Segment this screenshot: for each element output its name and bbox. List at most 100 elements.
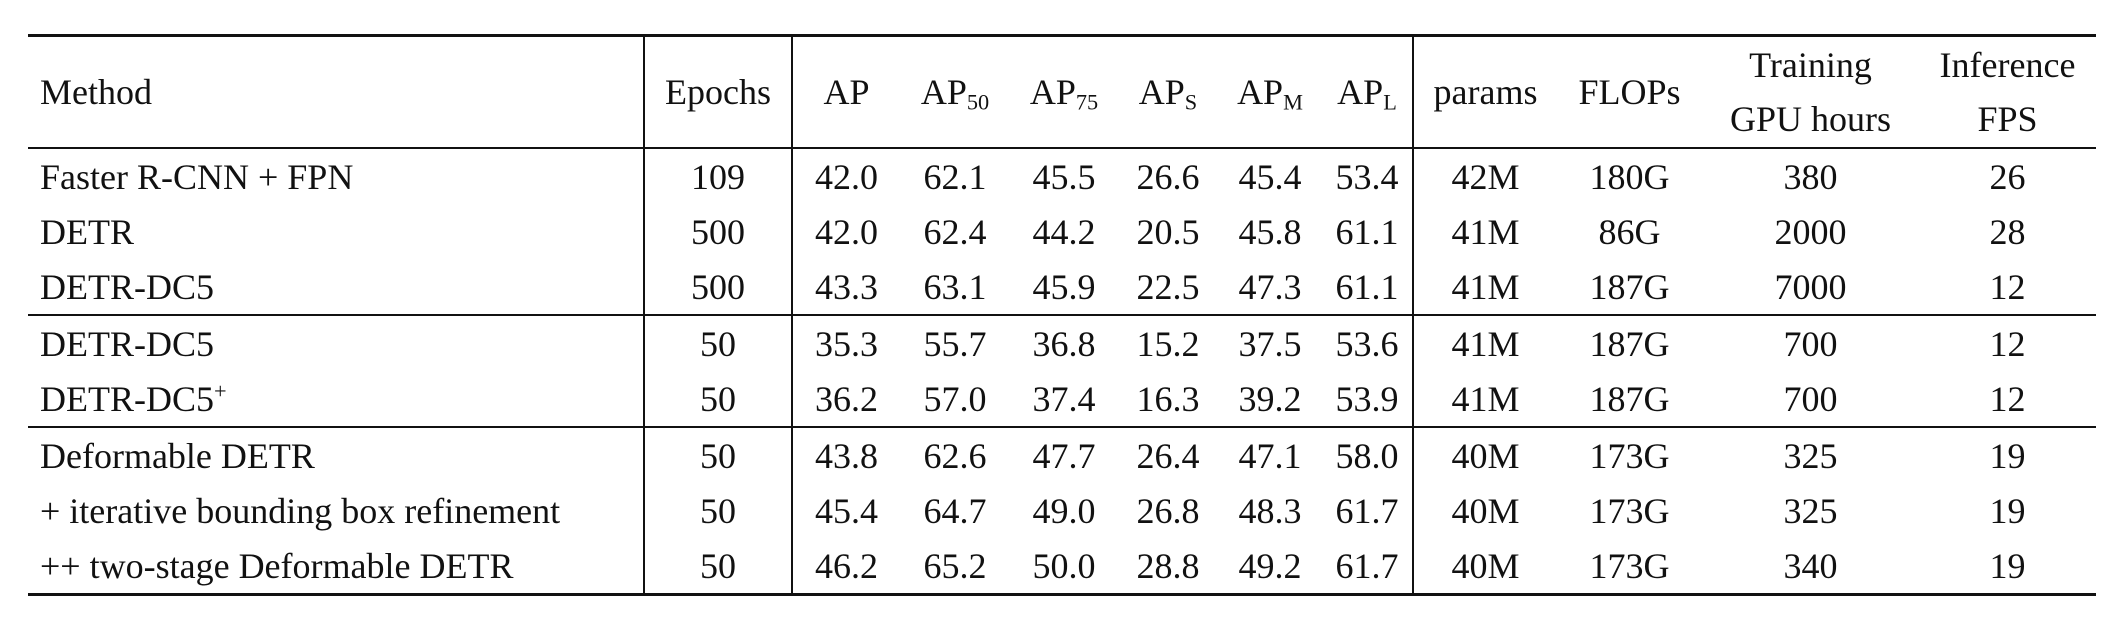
cell-ap50: 64.7 — [923, 490, 987, 531]
table-row: Faster R-CNN + FPN 109 42.0 62.1 45.5 26.6 45.… — [28, 148, 2096, 204]
cell-ap50: 62.4 — [923, 211, 987, 252]
cell-flops: 187G — [1589, 378, 1670, 419]
header-training-line1: Training — [1749, 45, 1872, 85]
cell-ap75: 36.8 — [1010, 314, 1118, 371]
results-table-container: Method Epochs AP AP50 AP75 APS APM APL p… — [28, 34, 2096, 596]
cell-epochs: 50 — [644, 371, 793, 427]
header-ap50: AP50 — [900, 36, 1010, 149]
cell-apm: 48.3 — [1238, 490, 1302, 531]
cell-ap75: 47.7 — [1010, 426, 1118, 483]
cell-flops: 173G — [1557, 426, 1702, 483]
table-row: + iterative bounding box refinement 50 45.… — [28, 483, 2096, 538]
header-aps: APS — [1118, 36, 1218, 149]
cell-ap75: 45.5 — [1032, 156, 1096, 197]
cell-fps: 26 — [1989, 156, 2026, 197]
cell-flops: 173G — [1589, 545, 1670, 586]
cell-ap75: 50.0 — [1032, 545, 1096, 586]
cell-aps: 20.5 — [1136, 211, 1200, 252]
cell-ap75: 44.2 — [1032, 211, 1096, 252]
cell-flops: 180G — [1589, 156, 1670, 197]
cell-flops: 187G — [1589, 266, 1670, 307]
method-superscript: + — [214, 378, 227, 404]
method-name: Faster R-CNN + FPN — [40, 156, 354, 197]
method-name: DETR-DC5 — [40, 266, 214, 307]
cell-gpu-hours: 340 — [1783, 545, 1838, 586]
cell-apl: 61.7 — [1322, 538, 1414, 595]
cell-ap50: 65.2 — [923, 545, 987, 586]
table-row: ++ two-stage Deformable DETR 50 46.2 65.2 50… — [28, 538, 2096, 595]
header-training-gpu-hours: Training GPU hours — [1702, 36, 1919, 149]
cell-flops: 86G — [1598, 211, 1661, 252]
cell-method: DETR-DC5+ — [28, 371, 645, 427]
method-name: Deformable DETR — [40, 435, 315, 476]
cell-ap: 42.0 — [815, 211, 878, 252]
cell-ap75: 37.4 — [1032, 378, 1096, 419]
cell-apl: 53.6 — [1322, 314, 1414, 371]
header-ap50-sub: 50 — [966, 89, 990, 115]
cell-epochs: 500 — [644, 259, 793, 315]
cell-ap: 43.3 — [815, 266, 878, 307]
header-params: params — [1433, 72, 1538, 112]
method-name: ++ two-stage Deformable DETR — [40, 545, 514, 586]
cell-fps: 19 — [1919, 426, 2096, 483]
cell-ap50: 62.6 — [900, 426, 1010, 483]
cell-epochs: 50 — [644, 483, 793, 538]
cell-ap50: 57.0 — [923, 378, 987, 419]
header-ap75: AP75 — [1010, 36, 1118, 149]
cell-aps: 26.6 — [1136, 156, 1200, 197]
cell-fps: 28 — [1989, 211, 2026, 252]
cell-gpu-hours: 325 — [1702, 426, 1919, 483]
table-row: DETR-DC5 500 43.3 63.1 45.9 22.5 47.3 61.1 41M 18… — [28, 259, 2096, 315]
table-row: DETR-DC5+ 50 36.2 57.0 37.4 16.3 39.2 53.9 41M 18… — [28, 371, 2096, 427]
cell-params: 40M — [1413, 426, 1557, 483]
cell-params: 41M — [1451, 266, 1520, 307]
cell-apl: 61.1 — [1322, 259, 1414, 315]
cell-method: DETR-DC5 — [28, 259, 645, 315]
cell-fps: 19 — [1989, 545, 2026, 586]
cell-aps: 26.8 — [1136, 490, 1200, 531]
cell-apl: 61.7 — [1322, 483, 1414, 538]
header-inference-line1: Inference — [1939, 45, 2076, 85]
cell-aps: 16.3 — [1136, 378, 1200, 419]
table-row: Deformable DETR 50 43.8 62.6 47.7 26.4 47.1 58.… — [28, 426, 2096, 483]
cell-fps: 12 — [1919, 314, 2096, 371]
comparison-table: Method Epochs AP AP50 AP75 APS APM APL p… — [28, 34, 2096, 596]
cell-aps: 22.5 — [1136, 266, 1200, 307]
cell-aps: 15.2 — [1118, 314, 1218, 371]
header-inference-fps: Inference FPS — [1919, 36, 2096, 149]
cell-epochs: 109 — [644, 148, 793, 204]
method-name: DETR — [40, 211, 134, 252]
cell-ap: 45.4 — [815, 490, 878, 531]
cell-flops: 187G — [1557, 314, 1702, 371]
cell-gpu-hours: 700 — [1783, 378, 1838, 419]
header-ap50-base: AP — [920, 72, 967, 112]
cell-gpu-hours: 325 — [1783, 490, 1838, 531]
cell-apl: 61.1 — [1322, 204, 1414, 259]
header-row: Method Epochs AP AP50 AP75 APS APM APL p… — [28, 35, 2096, 149]
cell-ap75: 45.9 — [1032, 266, 1096, 307]
cell-apm: 37.5 — [1218, 314, 1322, 371]
cell-ap50: 62.1 — [923, 156, 987, 197]
cell-params: 40M — [1451, 490, 1520, 531]
cell-epochs: 50 — [644, 314, 793, 371]
method-name: DETR-DC5 — [40, 323, 214, 364]
cell-apm: 45.4 — [1238, 156, 1302, 197]
cell-method: ++ two-stage Deformable DETR — [28, 538, 645, 595]
cell-flops: 173G — [1589, 490, 1670, 531]
header-ap75-sub: 75 — [1075, 89, 1099, 115]
cell-fps: 19 — [1989, 490, 2026, 531]
cell-apm: 49.2 — [1238, 545, 1302, 586]
header-inference-line2: FPS — [1977, 99, 2038, 139]
cell-gpu-hours: 380 — [1783, 156, 1838, 197]
cell-aps: 26.4 — [1118, 426, 1218, 483]
header-epochs: Epochs — [644, 35, 793, 148]
cell-ap50: 55.7 — [900, 314, 1010, 371]
cell-gpu-hours: 2000 — [1774, 211, 1847, 252]
cell-apm: 47.3 — [1238, 266, 1302, 307]
cell-params: 40M — [1451, 545, 1520, 586]
cell-params: 41M — [1413, 314, 1557, 371]
cell-aps: 28.8 — [1136, 545, 1200, 586]
cell-fps: 12 — [1989, 378, 2026, 419]
method-name: + iterative bounding box refinement — [40, 490, 561, 531]
cell-method: DETR-DC5 — [28, 314, 645, 371]
